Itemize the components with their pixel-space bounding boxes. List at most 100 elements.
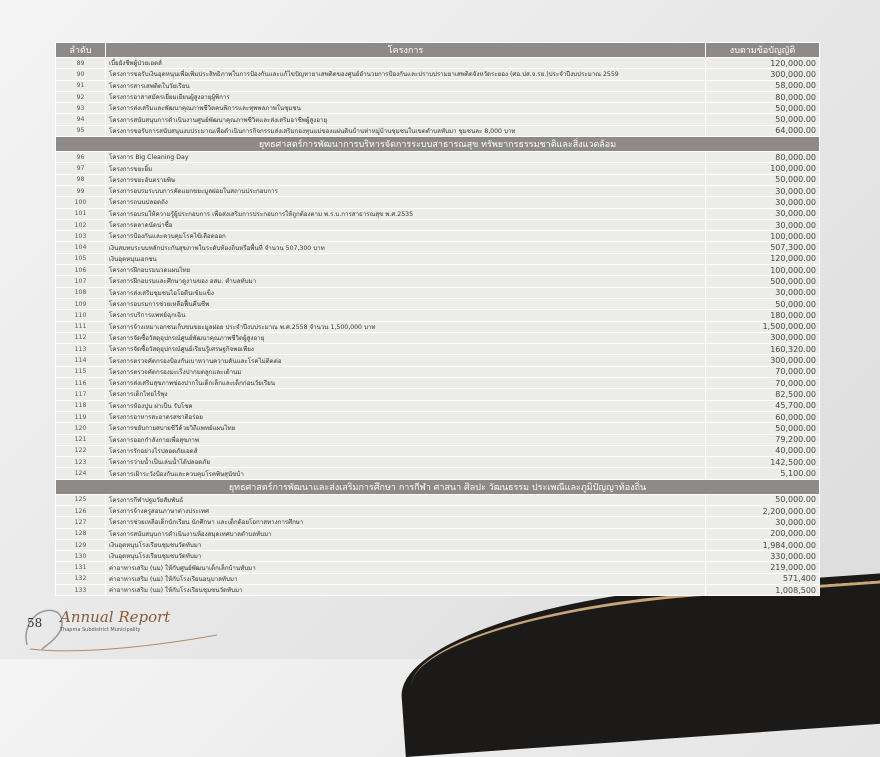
row-number: 130 <box>55 550 106 563</box>
row-number: 103 <box>55 230 106 243</box>
row-number: 118 <box>55 399 106 412</box>
project-name: โครงการขอรับการสนับสนุนงบประมาณเพื่อดำเน… <box>105 124 706 138</box>
project-name: เงินอุดหนุนโรงเรียนชุมชนวัดทับมา <box>105 550 706 563</box>
table-row: 95 โครงการขอรับการสนับสนุนงบประมาณเพื่อดำ… <box>55 124 820 138</box>
budget-amount: 1,984,000.00 <box>705 538 820 552</box>
horse-logo-icon <box>25 609 218 652</box>
project-name: เงินสมทบระบบหลักประกันสุขภาพในระดับท้องถ… <box>105 241 706 254</box>
row-number: 115 <box>55 365 106 379</box>
budget-amount: 142,500.00 <box>705 456 820 469</box>
budget-amount: 300,000.00 <box>705 68 820 81</box>
table-row: 105 เงินอุดหนุนเอกชน 120,000.00 <box>55 252 820 266</box>
row-number: 93 <box>55 102 106 115</box>
page-number: 58 <box>27 616 43 630</box>
budget-amount: 2,200,000.00 <box>705 504 820 518</box>
table-row: 107 โครงการฝึกอบรมและศึกษาดูงานของ อสม. ต… <box>55 275 820 288</box>
budget-amount: 60,000.00 <box>705 410 820 424</box>
table-row: 117 โครงการเด็กไทยไร้พุง 82,500.00 <box>55 388 820 401</box>
row-number: 124 <box>55 467 106 480</box>
budget-amount: 300,000.00 <box>705 354 820 367</box>
budget-amount: 50,000.00 <box>705 173 820 186</box>
row-number: 129 <box>55 538 106 552</box>
project-name: โครงการอบรมระบบการคัดแยกขยะมูลฝอยในสถานป… <box>105 184 706 198</box>
project-name: ค่าอาหารเสริม (นม) ให้กับโรงเรียนชุมชนวั… <box>105 584 706 597</box>
table-row: 102 โครงการตลาดนัดน่าซื้อ 30,000.00 <box>55 218 820 232</box>
table-row: 108 โครงการส่งเสริมชุมชนไอโอดีนเข้มแข็ง 30… <box>55 286 820 299</box>
budget-amount: 30,000.00 <box>705 218 820 232</box>
table-row: 97 โครงการขยะยิ้ม 100,000.00 <box>55 162 820 175</box>
table-row: 103 โครงการป้องกันและควบคุมโรคไข้เลือดออก… <box>55 230 820 243</box>
table-row: 91 โครงการสารเสพติดในวัยเรียน 58,000.00 <box>55 79 820 92</box>
table-row: 123 โครงการว่ายน้ำเป็นเล่นน้ำได้ปลอดภัย 14… <box>55 456 820 469</box>
row-number: 95 <box>55 124 106 138</box>
section-title: ยุทธศาสตร์การพัฒนาการบริหารจัดการระบบสาธ… <box>55 136 820 153</box>
budget-amount: 100,000.00 <box>705 264 820 277</box>
table-row: 92 โครงการอาสาสมัครเยี่ยมเยียนผู้สูงอายุผ… <box>55 90 820 104</box>
budget-amount: 50,000.00 <box>705 493 820 506</box>
table-row: 98 โครงการขยะอันตรายพิษ 50,000.00 <box>55 173 820 186</box>
table-row: 128 โครงการสนับสนุนการดำเนินงานห้องสมุดเท… <box>55 527 820 540</box>
budget-amount: 30,000.00 <box>705 184 820 198</box>
budget-amount: 64,000.00 <box>705 124 820 138</box>
budget-amount: 120,000.00 <box>705 56 820 70</box>
project-name: โครงการออกกำลังกายเพื่อสุขภาพ <box>105 433 706 446</box>
project-name: โครงการเด็กไทยไร้พุง <box>105 388 706 401</box>
project-name: โครงการขยะยิ้ม <box>105 162 706 175</box>
budget-amount: 1,008,500 <box>705 584 820 597</box>
project-name: โครงการส่งเสริมสุขภาพช่องปากในเด็กเล็กแล… <box>105 377 706 390</box>
row-number: 89 <box>55 56 106 70</box>
report-subtitle: Thapma Subdistrict Municipality <box>60 627 141 633</box>
report-title: Annual Report <box>60 608 171 626</box>
budget-amount: 30,000.00 <box>705 516 820 529</box>
budget-amount: 79,200.00 <box>705 433 820 446</box>
header-project: โครงการ <box>105 42 706 58</box>
section-header: ยุทธศาสตร์การพัฒนาการบริหารจัดการระบบสาธ… <box>55 136 820 153</box>
project-name: โครงการจัดซื้อวัสดุอุปกรณ์ศูนย์พัฒนาคุณภ… <box>105 331 706 345</box>
table-row: 130 เงินอุดหนุนโรงเรียนชุมชนวัดทับมา 330,0… <box>55 550 820 563</box>
table-row: 115 โครงการตรวจคัดกรองมะเร็งปากมดลูกและเต… <box>55 365 820 379</box>
table-row: 101 โครงการอบรมให้ความรู้ผู้ประกอบการ เพื… <box>55 207 820 220</box>
row-number: 121 <box>55 433 106 446</box>
budget-amount: 100,000.00 <box>705 230 820 243</box>
budget-amount: 180,000.00 <box>705 309 820 322</box>
project-name: โครงการตรวจคัดกรองป้องกันเบาหวานความดันแ… <box>105 354 706 367</box>
table-row: 127 โครงการช่วยเหลือเด็กนักเรียน นักศึกษา… <box>55 516 820 529</box>
project-name: โครงการอบรมให้ความรู้ผู้ประกอบการ เพื่อส… <box>105 207 706 220</box>
budget-amount: 507,300.00 <box>705 241 820 254</box>
budget-amount: 50,000.00 <box>705 422 820 435</box>
table-row: 94 โครงการสนับสนุนการดำเนินงานศูนย์พัฒนาค… <box>55 113 820 126</box>
project-name: โครงการฝึกอบรมนวดแผนไทย <box>105 264 706 277</box>
project-name: โครงการกีฬาปฐมวัยสัมพันธ์ <box>105 493 706 506</box>
row-number: 126 <box>55 504 106 518</box>
project-name: เงินอุดหนุนเอกชน <box>105 252 706 266</box>
row-number: 96 <box>55 151 106 164</box>
project-name: โครงการสนับสนุนการดำเนินงานศูนย์พัฒนาคุณ… <box>105 113 706 126</box>
project-name: โครงการจ้างเหมาเอกชนเก็บขนขยะมูลฝอย ประจ… <box>105 320 706 333</box>
budget-amount: 40,000.00 <box>705 444 820 458</box>
table-row: 106 โครงการฝึกอบรมนวดแผนไทย 100,000.00 <box>55 264 820 277</box>
budget-amount: 80,000.00 <box>705 151 820 164</box>
table-row: 119 โครงการอาหารสะอาดรสชาติอร่อย 60,000.00 <box>55 410 820 424</box>
row-number: 111 <box>55 320 106 333</box>
row-number: 105 <box>55 252 106 266</box>
project-name: โครงการป้องกันและควบคุมโรคไข้เลือดออก <box>105 230 706 243</box>
table-row: 120 โครงการขยับกายสบายชีวีด้วยวิถีแพทย์แผ… <box>55 422 820 435</box>
table-row: 124 โครงการเฝ้าระวังป้องกันและควบคุมโรคพิ… <box>55 467 820 480</box>
table-row: 131 ค่าอาหารเสริม (นม) ให้กับศูนย์พัฒนาเด… <box>55 561 820 574</box>
budget-amount: 58,000.00 <box>705 79 820 92</box>
row-number: 100 <box>55 196 106 209</box>
table-row: 96 โครงการ Big Cleaning Day 80,000.00 <box>55 151 820 164</box>
table-row: 126 โครงการจ้างครูสอนภาษาต่างประเทศ 2,200,… <box>55 504 820 518</box>
row-number: 120 <box>55 422 106 435</box>
project-name: โครงการห้องปูน ฝาเป็น รับโชค <box>105 399 706 412</box>
project-name: โครงการอบรมการช่วยเหลือฟื้นคืนชีพ <box>105 297 706 311</box>
row-number: 112 <box>55 331 106 345</box>
project-name: โครงการตลาดนัดน่าซื้อ <box>105 218 706 232</box>
project-name: เงินอุดหนุนโรงเรียนชุมชนวัดทับมา <box>105 538 706 552</box>
budget-amount: 5,100.00 <box>705 467 820 480</box>
budget-amount: 160,320.00 <box>705 343 820 356</box>
table-row: 132 ค่าอาหารเสริม (นม) ให้กับโรงเรียนอนุบ… <box>55 572 820 586</box>
table-row: 121 โครงการออกกำลังกายเพื่อสุขภาพ 79,200.0… <box>55 433 820 446</box>
row-number: 106 <box>55 264 106 277</box>
budget-amount: 82,500.00 <box>705 388 820 401</box>
